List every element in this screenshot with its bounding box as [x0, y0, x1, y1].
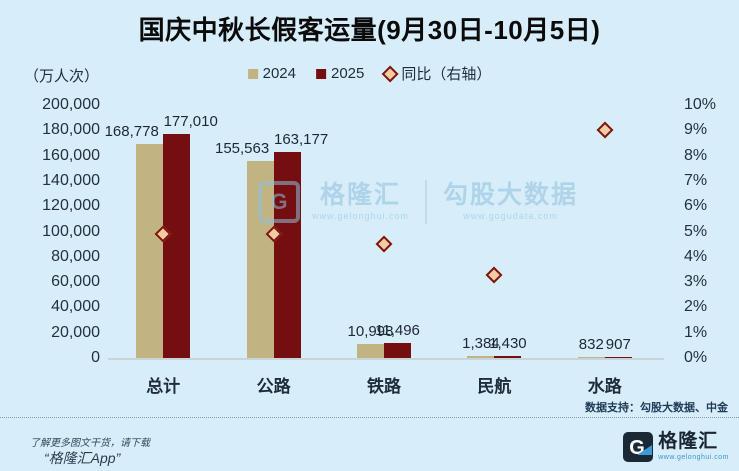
bar-2025-公路: [273, 151, 301, 358]
left-axis-tick: 120,000: [42, 197, 100, 215]
value-label-2024-铁路: 10,998: [347, 323, 394, 341]
chart-legend: 2024 2025 同比（右轴）: [247, 63, 492, 84]
right-axis-tick: 2%: [684, 298, 708, 316]
value-label-2025-水路: 907: [605, 335, 631, 353]
legend-2024-label: 2024: [262, 65, 296, 82]
bar-2024-民航: [467, 356, 495, 358]
left-axis-tick: 200,000: [42, 96, 100, 113]
left-axis-tick: 60,000: [51, 273, 100, 291]
legend-item-2025: 2025: [315, 65, 365, 82]
bar-2025-民航: [494, 356, 522, 358]
right-axis-tick: 5%: [684, 222, 708, 240]
gelonghui-logo-g-icon: G: [623, 432, 654, 462]
x-axis-line: [108, 358, 664, 360]
svg-text:G: G: [629, 437, 645, 459]
x-axis-category-label: 总计: [146, 377, 181, 396]
value-label-2025-铁路: 11,496: [375, 322, 420, 340]
value-label-2025-民航: 1,430: [489, 335, 527, 353]
promo-text-line1: 了解更多图文干货，请下载: [30, 438, 150, 449]
right-axis-tick: 7%: [684, 171, 708, 189]
left-axis-tick: 80,000: [51, 247, 100, 265]
gelonghui-logo: G 格隆汇 www.gelonghui.com: [623, 432, 729, 462]
value-label-2024-民航: 1,384: [462, 335, 500, 353]
bar-2024-公路: [246, 161, 274, 358]
right-axis-tick: 0%: [684, 349, 708, 366]
yoy-diamond-marker-水路: [596, 121, 614, 139]
footer-divider: [0, 417, 739, 418]
legend-2025-label: 2025: [330, 65, 365, 82]
right-axis-tick: 9%: [684, 121, 708, 139]
bar-2024-铁路: [357, 344, 384, 358]
gelonghui-logo-url: www.gelonghui.com: [658, 454, 729, 461]
left-axis-unit-label: （万人次）: [24, 68, 100, 85]
legend-item-yoy: 同比（右轴）: [381, 63, 492, 84]
right-axis-tick: 6%: [684, 197, 708, 215]
legend-item-2024: 2024: [247, 65, 296, 82]
right-axis-tick: 1%: [684, 323, 708, 341]
chart-title: 国庆中秋长假客运量(9月30日-10月5日): [138, 15, 601, 45]
value-label-2024-公路: 155,563: [214, 140, 270, 158]
x-axis-category-label: 民航: [477, 377, 512, 396]
gelonghui-logo-text-block: 格隆汇 www.gelonghui.com: [658, 432, 729, 461]
data-source-note: 数据支持：勾股大数据、中金: [585, 402, 728, 414]
legend-2024-swatch-icon: [247, 68, 258, 79]
right-axis-tick: 3%: [684, 273, 708, 291]
x-axis-category-label: 铁路: [367, 377, 401, 396]
left-axis-tick: 40,000: [51, 298, 100, 316]
value-label-2024-水路: 832: [578, 335, 604, 353]
right-axis-tick: 8%: [684, 146, 708, 164]
legend-2025-swatch-icon: [315, 68, 326, 79]
bar-2025-铁路: [384, 343, 411, 358]
x-axis-category-label: 公路: [256, 377, 291, 396]
value-label-2025-公路: 163,177: [273, 130, 329, 148]
promo-text-line2: “格隆汇App”: [44, 450, 121, 466]
bar-2025-总计: [163, 134, 191, 358]
bar-2024-总计: [136, 144, 164, 358]
left-axis-tick: 100,000: [42, 222, 100, 240]
value-label-2024-总计: 168,778: [104, 123, 159, 141]
value-label-2025-总计: 177,010: [163, 113, 218, 131]
left-axis-tick: 140,000: [42, 171, 100, 189]
bar-2025-水路: [604, 356, 632, 358]
left-axis-tick: 180,000: [42, 121, 100, 139]
x-axis-category-label: 水路: [587, 377, 622, 396]
gelonghui-logo-name: 格隆汇: [658, 431, 719, 452]
left-axis-tick: 20,000: [51, 323, 100, 341]
bar-2024-水路: [577, 356, 605, 358]
legend-yoy-label: 同比（右轴）: [401, 66, 492, 83]
right-axis-tick: 4%: [684, 247, 708, 265]
left-axis-tick: 0: [91, 349, 100, 366]
left-axis-tick: 160,000: [42, 146, 100, 164]
yoy-diamond-marker-铁路: [375, 235, 393, 253]
yoy-diamond-marker-民航: [485, 266, 503, 283]
right-axis-tick: 10%: [684, 96, 717, 113]
